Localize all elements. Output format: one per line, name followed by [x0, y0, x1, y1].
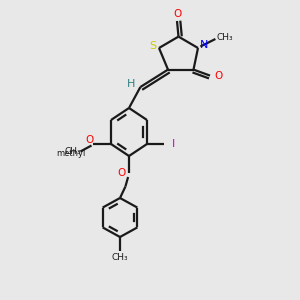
Text: I: I — [172, 139, 175, 149]
Text: CH₃: CH₃ — [112, 254, 128, 262]
Text: S: S — [149, 40, 156, 51]
Text: methyl: methyl — [57, 148, 86, 158]
Text: O: O — [173, 9, 181, 20]
Text: O: O — [214, 71, 223, 81]
Text: O: O — [86, 135, 94, 146]
Text: H: H — [127, 79, 135, 89]
Text: N: N — [200, 40, 208, 50]
Text: CH₃: CH₃ — [216, 33, 233, 42]
Text: O: O — [117, 168, 125, 178]
Text: CH₃: CH₃ — [65, 147, 82, 156]
